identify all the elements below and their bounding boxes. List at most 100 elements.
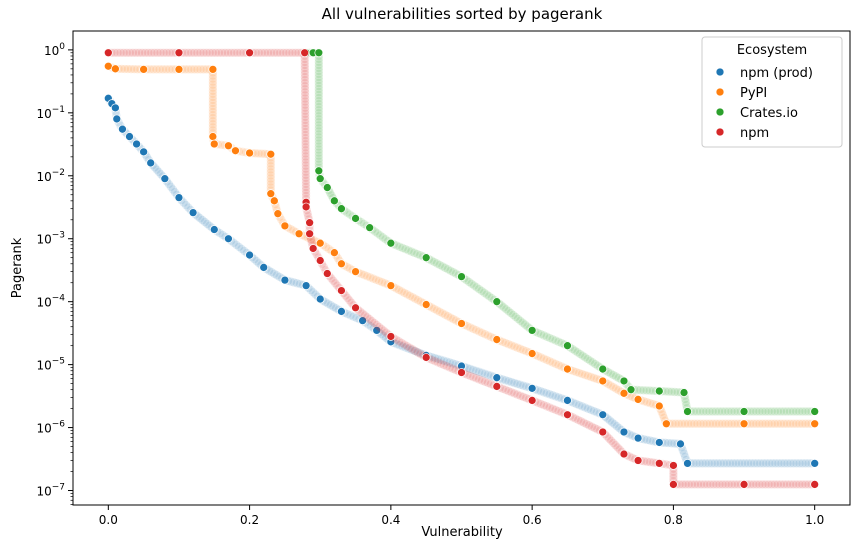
data-point bbox=[301, 202, 311, 212]
series-trail-dot bbox=[788, 419, 798, 428]
series-trail-dot bbox=[611, 441, 620, 450]
series-trail-dot bbox=[745, 419, 755, 428]
series-trail-dot bbox=[734, 459, 744, 468]
series-trail-dot bbox=[554, 393, 563, 402]
y-tick-label: 10−1 bbox=[36, 105, 65, 121]
data-point bbox=[598, 410, 608, 420]
series-trail-dot bbox=[237, 244, 246, 254]
series-trail-dot bbox=[214, 48, 224, 57]
series-trail-dot bbox=[331, 279, 340, 288]
series-trail-dot bbox=[667, 387, 676, 397]
data-point bbox=[563, 341, 572, 351]
data-point bbox=[266, 149, 276, 159]
data-point bbox=[492, 373, 502, 383]
data-point bbox=[315, 174, 325, 184]
series-trail-dot bbox=[319, 262, 328, 272]
series-trail-dot bbox=[745, 480, 755, 489]
series-trail-dot bbox=[372, 320, 381, 330]
series-trail-dot bbox=[773, 480, 783, 489]
series-trail-dot bbox=[474, 284, 484, 294]
series-trail-dot bbox=[430, 353, 440, 363]
series-trail-dot bbox=[554, 406, 563, 416]
series-trail-dot bbox=[402, 341, 412, 351]
series-trail-dot bbox=[442, 357, 451, 366]
series-trail-dot bbox=[363, 313, 372, 322]
series-trail-dot bbox=[804, 459, 813, 468]
series-trail-dot bbox=[664, 438, 673, 448]
series-trail-dot bbox=[208, 126, 218, 135]
series-trail-dot bbox=[400, 340, 409, 349]
data-point bbox=[208, 65, 218, 74]
series-trail-dot bbox=[301, 137, 310, 146]
series-trail-dot bbox=[374, 276, 384, 286]
series-trail-dot bbox=[442, 362, 451, 371]
series-trail-dot bbox=[571, 414, 580, 423]
series-trail-dot bbox=[551, 336, 560, 345]
series-trail-dot bbox=[266, 156, 275, 165]
series-trail-dot bbox=[570, 346, 580, 355]
series-trail-dot bbox=[539, 331, 549, 340]
series-trail-dot bbox=[314, 63, 324, 73]
series-trail-dot bbox=[788, 407, 798, 416]
series-trail-dot bbox=[314, 121, 324, 130]
series-trail-dot bbox=[770, 480, 779, 489]
series-trail-dot bbox=[329, 276, 338, 286]
series-trail-dot bbox=[208, 120, 218, 129]
data-point bbox=[224, 141, 233, 151]
y-tick-label: 100 bbox=[44, 42, 65, 58]
data-point bbox=[654, 401, 664, 411]
data-point bbox=[619, 376, 629, 386]
series-trail-dot bbox=[510, 389, 519, 398]
x-axis-label: Vulnerability bbox=[421, 525, 503, 540]
series-trail-dot bbox=[690, 419, 699, 428]
series-trail-dot bbox=[402, 290, 412, 299]
series-trail-dot bbox=[190, 65, 199, 74]
series-trail-dot bbox=[464, 277, 474, 287]
series-trail-dot bbox=[675, 480, 684, 489]
series-trail-dot bbox=[301, 170, 311, 179]
data-point bbox=[351, 214, 360, 223]
series-trail-dot bbox=[346, 311, 355, 320]
series-trail-dot bbox=[730, 407, 739, 416]
series-trail-dot bbox=[430, 357, 440, 366]
series-trail-dot bbox=[713, 459, 723, 468]
series-trail-dot bbox=[714, 407, 724, 416]
series-trail-dot bbox=[795, 407, 804, 416]
series-trail-dot bbox=[776, 480, 786, 489]
series-trail-dot bbox=[588, 358, 597, 367]
series-trail-dot bbox=[764, 419, 773, 428]
series-trail-dot bbox=[545, 333, 554, 343]
data-point bbox=[209, 139, 219, 149]
series-trail-dot bbox=[572, 367, 581, 377]
series-trail-dot bbox=[518, 318, 527, 327]
series-trail-dot bbox=[314, 69, 324, 79]
legend-entries: npm (prod) PyPI Crates.io npm bbox=[715, 66, 813, 141]
series-trail-dot bbox=[285, 48, 294, 57]
series-trail-dot bbox=[208, 92, 218, 102]
series-trail-dot bbox=[168, 48, 178, 57]
series-trail-dot bbox=[345, 296, 354, 305]
data-point bbox=[209, 225, 219, 234]
series-trail-dot bbox=[689, 407, 699, 416]
series-trail-dot bbox=[536, 330, 546, 339]
series-trail-dot bbox=[554, 360, 563, 370]
series-trail-dot bbox=[116, 48, 125, 57]
series-trail-dot bbox=[554, 337, 563, 347]
series-trail-dot bbox=[128, 48, 138, 57]
series-trail-dot bbox=[636, 385, 645, 395]
data-point bbox=[563, 396, 572, 405]
series-trail-dot bbox=[398, 342, 407, 351]
legend-title: Ecosystem bbox=[737, 43, 807, 58]
series-trail-dot bbox=[539, 388, 549, 397]
y-axis-label: Pagerank bbox=[10, 237, 25, 298]
series-trail-dot bbox=[300, 91, 310, 100]
series-trail-dot bbox=[435, 260, 444, 270]
series-trail-dot bbox=[469, 365, 478, 375]
series-trail-dot bbox=[783, 459, 792, 468]
series-trail-dot bbox=[155, 65, 164, 74]
series-trail-dot bbox=[234, 242, 244, 252]
series-trail-dot bbox=[698, 459, 707, 468]
data-point bbox=[174, 193, 184, 202]
series-trail-dot bbox=[272, 48, 282, 57]
series-trail-dot bbox=[483, 370, 493, 379]
